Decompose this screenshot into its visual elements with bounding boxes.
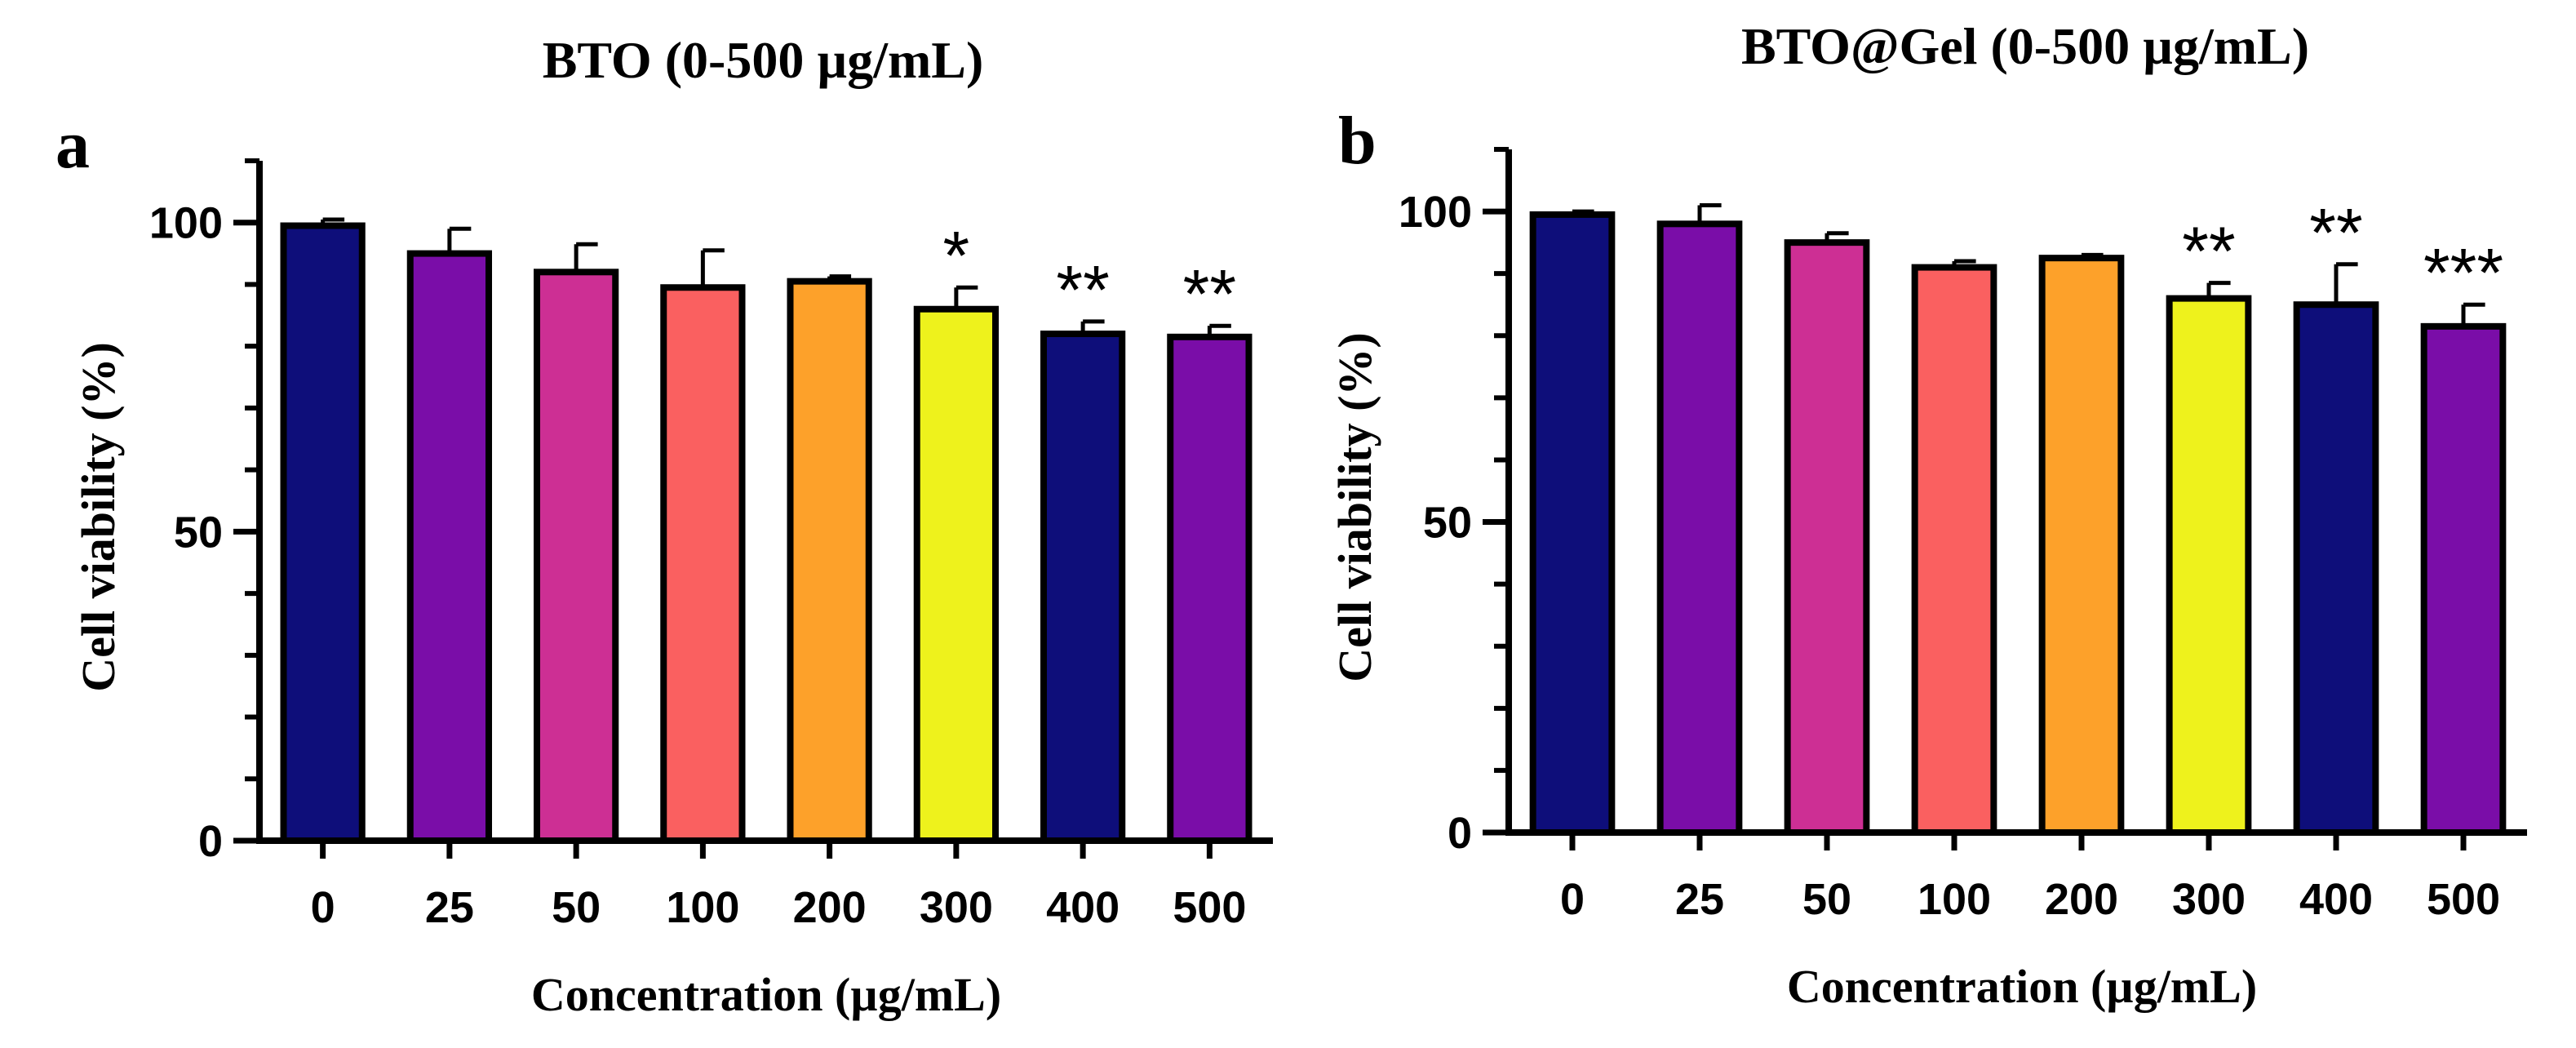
chart-title: BTO (0-500 µg/mL) [543, 31, 984, 89]
x-tick-label: 500 [1173, 883, 1246, 932]
bar [2166, 295, 2252, 837]
x-tick-label: 0 [1560, 875, 1585, 924]
y-tick-label: 0 [198, 817, 223, 866]
x-tick-label: 100 [1918, 875, 1991, 924]
x-tick-label: 50 [1802, 875, 1851, 924]
x-tick-label: 400 [1046, 883, 1120, 932]
x-tick-label: 300 [2172, 875, 2246, 924]
bar [1911, 264, 1997, 836]
chart-panel-a: BTO (0-500 µg/mL) a 0 25 50 100 200 * 300 ** 400 **… [55, 31, 1273, 1021]
y-tick-label: 100 [1399, 188, 1472, 237]
significance-label: * [943, 217, 970, 294]
x-tick-label: 25 [1675, 875, 1724, 924]
bar [2420, 322, 2507, 837]
x-tick-label: 100 [666, 883, 739, 932]
y-tick-label: 50 [1423, 499, 1472, 548]
x-tick-label: 400 [2299, 875, 2373, 924]
significance-label: ** [1056, 251, 1109, 328]
bar [533, 269, 619, 844]
bar [913, 305, 1000, 844]
x-tick-label: 200 [2045, 875, 2118, 924]
bar [1167, 333, 1253, 844]
bar [1529, 211, 1616, 836]
x-tick-label: 500 [2427, 875, 2500, 924]
bar [2293, 301, 2379, 836]
significance-label: ** [2309, 194, 2362, 271]
x-tick-label: 25 [425, 883, 474, 932]
y-axis-label: Cell viability (%) [72, 342, 125, 692]
x-tick-label: 50 [552, 883, 601, 932]
x-tick-label: 300 [920, 883, 993, 932]
x-axis-label: Concentration (µg/mL) [531, 968, 1001, 1021]
bar [2038, 255, 2125, 836]
bar [1040, 331, 1126, 844]
chart-title: BTO@Gel (0-500 µg/mL) [1741, 17, 2309, 75]
y-axis-label: Cell viability (%) [1328, 332, 1381, 682]
panel-label: b [1338, 103, 1377, 179]
bar [406, 250, 493, 845]
x-axis-label: Concentration (µg/mL) [1787, 960, 2257, 1013]
x-tick-label: 0 [311, 883, 335, 932]
bar [1656, 220, 1743, 836]
significance-label: *** [2423, 234, 2503, 311]
y-tick-label: 100 [149, 199, 223, 248]
x-tick-label: 200 [793, 883, 867, 932]
bar [1784, 239, 1870, 836]
chart-panel-b: BTO@Gel (0-500 µg/mL) b 0 25 50 100 200 ** 300 **… [1328, 17, 2527, 1013]
panel-label: a [55, 107, 90, 183]
bar [280, 222, 366, 845]
y-tick-label: 0 [1448, 809, 1472, 858]
y-tick-label: 50 [174, 508, 223, 557]
bar [660, 284, 746, 844]
significance-label: ** [1183, 255, 1236, 332]
significance-label: ** [2182, 213, 2235, 290]
bar [787, 278, 872, 845]
